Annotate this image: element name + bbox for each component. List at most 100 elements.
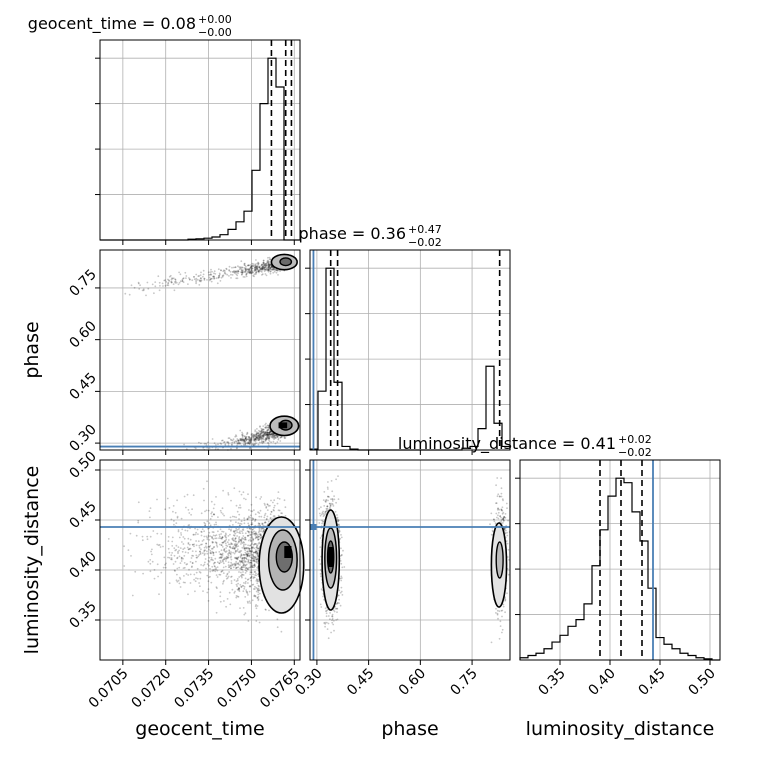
panel-geocent-time-vs-phase-point (214, 270, 216, 272)
panel-geocent-time-vs-luminosity-distance-point (185, 551, 187, 553)
hist-phase-title: phase = 0.36 (299, 224, 406, 243)
panel-phase-vs-luminosity-distance-point (498, 512, 500, 514)
panel-geocent-time-vs-luminosity-distance-point (214, 538, 216, 540)
panel-geocent-time-vs-luminosity-distance-point (238, 507, 240, 509)
panel-geocent-time-vs-phase-point (220, 280, 222, 282)
panel-geocent-time-vs-phase-point (218, 268, 220, 270)
panel-geocent-time-vs-luminosity-distance-point (259, 589, 261, 591)
panel-geocent-time-vs-luminosity-distance-point (258, 543, 260, 545)
panel-geocent-time-vs-luminosity-distance-point (174, 570, 176, 572)
panel-phase-vs-luminosity-distance-point (494, 521, 496, 523)
panel-geocent-time-vs-luminosity-distance-point (266, 518, 268, 520)
panel-geocent-time-vs-luminosity-distance-point (248, 531, 250, 533)
panel-geocent-time-vs-luminosity-distance-point (195, 551, 197, 553)
panel-geocent-time-vs-luminosity-distance-point (206, 480, 208, 482)
panel-geocent-time-vs-luminosity-distance-point (241, 530, 243, 532)
panel-geocent-time-vs-luminosity-distance-point (157, 563, 159, 565)
panel-geocent-time-vs-phase-point (182, 280, 184, 282)
panel-geocent-time-vs-phase-point (245, 266, 247, 268)
panel-geocent-time-vs-phase-point (162, 285, 164, 287)
panel-geocent-time-vs-luminosity-distance-point (217, 530, 219, 532)
panel-phase-vs-luminosity-distance-point (320, 569, 322, 571)
panel-geocent-time-vs-luminosity-distance-point (222, 561, 224, 563)
panel-geocent-time-vs-luminosity-distance-point (280, 512, 282, 514)
panel-geocent-time-vs-phase-point (209, 277, 211, 279)
panel-geocent-time-vs-luminosity-distance-point (232, 524, 234, 526)
panel-geocent-time-vs-luminosity-distance-point (195, 577, 197, 579)
panel-geocent-time-vs-luminosity-distance-point (251, 564, 253, 566)
panel-geocent-time-vs-phase-point (145, 295, 147, 297)
panel-geocent-time-vs-luminosity-distance-point (184, 547, 186, 549)
panel-geocent-time-vs-luminosity-distance-point (204, 564, 206, 566)
panel-geocent-time-vs-phase-point (254, 429, 256, 431)
panel-geocent-time-vs-phase-point (265, 266, 267, 268)
panel-geocent-time-vs-luminosity-distance-point (235, 528, 237, 530)
panel-geocent-time-vs-luminosity-distance-point (165, 563, 167, 565)
panel-geocent-time-vs-luminosity-distance-point (249, 602, 251, 604)
panel-geocent-time-vs-luminosity-distance-point (225, 606, 227, 608)
panel-geocent-time-vs-luminosity-distance-point (212, 559, 214, 561)
panel-geocent-time-vs-phase-point (200, 443, 202, 445)
panel-geocent-time-vs-phase-point (220, 443, 222, 445)
panel-geocent-time-vs-luminosity-distance-point (203, 488, 205, 490)
panel-geocent-time-vs-luminosity-distance-point (241, 558, 243, 560)
panel-geocent-time-vs-luminosity-distance-point (256, 561, 258, 563)
panel-geocent-time-vs-luminosity-distance-point (260, 496, 262, 498)
panel-geocent-time-vs-luminosity-distance-point (225, 547, 227, 549)
panel-geocent-time-vs-luminosity-distance-point (265, 609, 267, 611)
panel-geocent-time-vs-phase-point (275, 437, 277, 439)
panel-phase-vs-luminosity-distance-point (506, 503, 508, 505)
panel-geocent-time-vs-luminosity-distance-point (154, 569, 156, 571)
panel-geocent-time-vs-luminosity-distance-point (179, 583, 181, 585)
panel-geocent-time-vs-phase-point (205, 443, 207, 445)
panel-geocent-time-vs-luminosity-distance-point (243, 545, 245, 547)
panel-geocent-time-vs-luminosity-distance-point (177, 517, 179, 519)
panel-geocent-time-vs-luminosity-distance-point (148, 561, 150, 563)
panel-geocent-time-vs-luminosity-distance-point (234, 543, 236, 545)
panel-geocent-time-vs-phase-point (258, 263, 260, 265)
panel-geocent-time-vs-phase-point (171, 281, 173, 283)
panel-geocent-time-vs-luminosity-distance-point (255, 547, 257, 549)
panel-geocent-time-vs-luminosity-distance-point (184, 538, 186, 540)
panel-geocent-time-vs-phase-point (260, 268, 262, 270)
panel-geocent-time-vs-luminosity-distance-point (222, 507, 224, 509)
panel-phase-vs-luminosity-distance-point (341, 554, 343, 556)
panel-phase-vs-luminosity-distance-point (495, 484, 497, 486)
panel-geocent-time-vs-phase-point (131, 284, 133, 286)
panel-geocent-time-vs-luminosity-distance-point (224, 548, 226, 550)
panel-geocent-time-vs-phase-point (269, 267, 271, 269)
panel-geocent-time-vs-luminosity-distance-point (217, 576, 219, 578)
panel-geocent-time-vs-luminosity-distance-point (253, 552, 255, 554)
panel-geocent-time-vs-luminosity-distance-point (187, 593, 189, 595)
panel-geocent-time-vs-luminosity-distance-point (227, 573, 229, 575)
panel-geocent-time-vs-luminosity-distance-point (255, 573, 257, 575)
panel-geocent-time-vs-luminosity-distance-point (252, 529, 254, 531)
panel-geocent-time-vs-phase-point (211, 281, 213, 283)
panel-geocent-time-vs-phase-point (263, 428, 265, 430)
panel-geocent-time-vs-luminosity-distance-point (193, 574, 195, 576)
panel-geocent-time-vs-luminosity-distance-point (223, 541, 225, 543)
panel-geocent-time-vs-phase-point (259, 436, 261, 438)
panel-geocent-time-vs-phase-point (147, 282, 149, 284)
panel-geocent-time-vs-luminosity-distance-point (254, 586, 256, 588)
panel-phase-vs-luminosity-distance-point (501, 493, 503, 495)
panel-geocent-time-vs-luminosity-distance-point (216, 546, 218, 548)
panel-phase-vs-luminosity-distance-point (500, 625, 502, 627)
panel-geocent-time-vs-luminosity-distance-point (201, 535, 203, 537)
panel-geocent-time-vs-phase-point (256, 428, 258, 430)
panel-geocent-time-vs-luminosity-distance-point (173, 505, 175, 507)
panel-geocent-time-vs-luminosity-distance-point (185, 507, 187, 509)
panel-geocent-time-vs-luminosity-distance-point (172, 511, 174, 513)
panel-geocent-time-vs-luminosity-distance-point (258, 596, 260, 598)
panel-geocent-time-vs-phase-point (241, 432, 243, 434)
panel-geocent-time-vs-phase-point (267, 434, 269, 436)
panel-geocent-time-vs-phase-point (247, 265, 249, 267)
panel-geocent-time-vs-luminosity-distance-point (242, 571, 244, 573)
panel-geocent-time-vs-luminosity-distance-point (186, 573, 188, 575)
panel-phase-vs-luminosity-distance-point (330, 632, 332, 634)
panel-geocent-time-vs-luminosity-distance-point (198, 582, 200, 584)
panel-geocent-time-vs-phase-point (195, 279, 197, 281)
panel-geocent-time-vs-luminosity-distance-point (248, 620, 250, 622)
panel-geocent-time-vs-luminosity-distance-point (108, 538, 110, 540)
panel-geocent-time-vs-luminosity-distance-point (239, 491, 241, 493)
